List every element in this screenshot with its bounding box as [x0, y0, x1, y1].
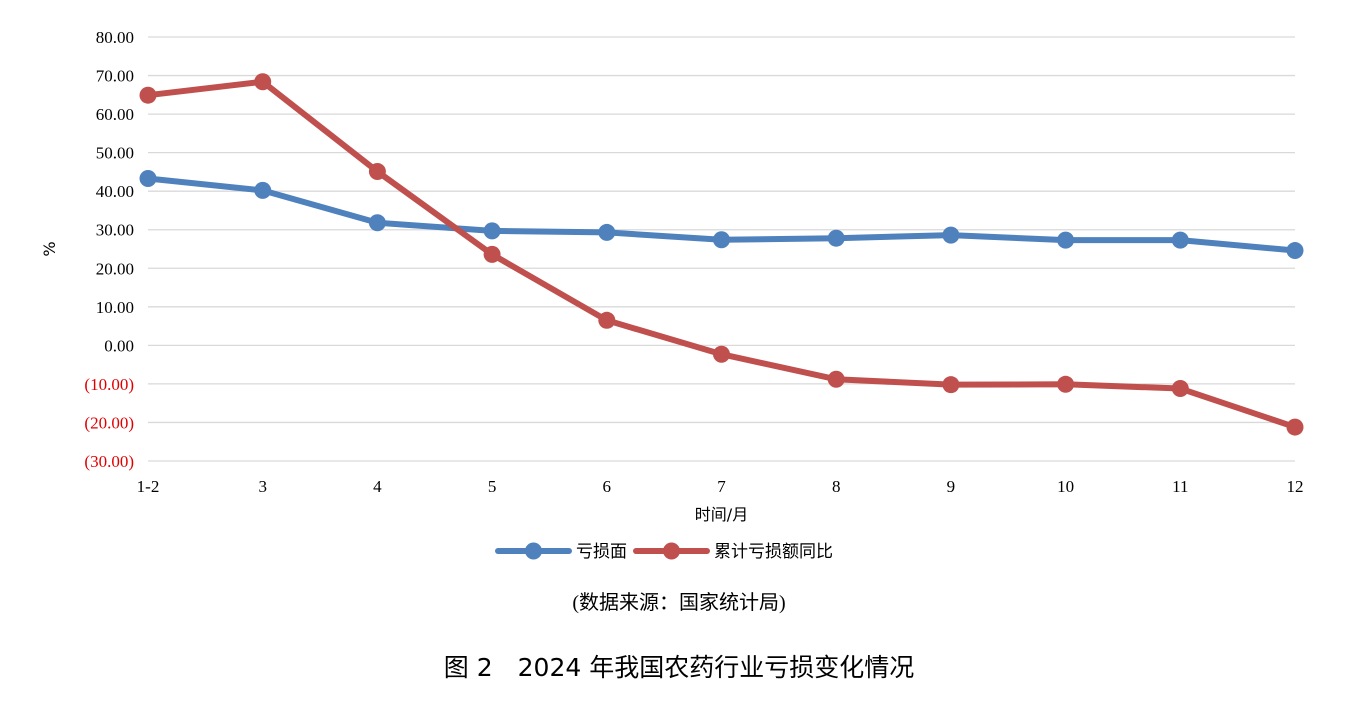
data-point — [1171, 380, 1189, 398]
legend-marker — [663, 542, 680, 560]
data-point — [598, 311, 616, 329]
y-tick-label: (10.00) — [84, 375, 134, 394]
data-point — [942, 226, 960, 244]
series-line — [145, 78, 1298, 431]
series-layer — [139, 73, 1304, 436]
data-point — [942, 376, 960, 394]
legend-label: 累计亏损额同比 — [714, 542, 833, 562]
y-tick-label: 10.00 — [96, 298, 134, 317]
figure-caption: 图 2 2024 年我国农药行业亏损变化情况 — [443, 653, 915, 682]
data-point — [254, 73, 272, 91]
data-point — [483, 222, 501, 240]
data-point — [1286, 418, 1304, 436]
data-point — [368, 214, 386, 232]
legend-label: 亏损面 — [576, 542, 627, 562]
x-tick-label: 3 — [258, 477, 267, 496]
legend-marker — [525, 542, 542, 560]
y-tick-label: 30.00 — [96, 221, 134, 240]
x-tick-label: 5 — [488, 477, 497, 496]
x-axis-title: 时间/月 — [695, 505, 748, 524]
x-tick-label: 9 — [947, 477, 956, 496]
source-note: (数据来源：国家统计局) — [572, 592, 786, 614]
y-tick-label: (30.00) — [84, 452, 134, 471]
y-tick-label: 80.00 — [96, 28, 134, 47]
data-point — [598, 223, 616, 241]
y-tick-label: 20.00 — [96, 259, 134, 278]
data-point — [139, 169, 157, 187]
y-tick-label: 70.00 — [96, 67, 134, 86]
x-tick-label: 8 — [832, 477, 841, 496]
x-tick-label: 11 — [1172, 477, 1188, 496]
data-point — [139, 86, 157, 104]
x-tick-label: 7 — [717, 477, 726, 496]
gridlines — [148, 36, 1295, 462]
y-tick-label: 40.00 — [96, 182, 134, 201]
y-tick-labels: 80.00 70.00 60.00 50.00 40.00 30.00 20.00 10.00… — [84, 28, 134, 471]
data-point — [1057, 375, 1075, 393]
legend-item: 累计亏损额同比 — [633, 542, 833, 562]
x-tick-label: 6 — [603, 477, 612, 496]
data-point — [827, 229, 845, 247]
data-point — [1171, 231, 1189, 249]
line-chart: 80.0070.0060.0050.0040.0030.0020.0010.00… — [40, 28, 1304, 562]
y-tick-label: 0.00 — [104, 336, 134, 355]
x-tick-label: 10 — [1057, 477, 1074, 496]
data-point — [1057, 231, 1075, 249]
data-point — [1286, 242, 1304, 260]
x-tick-label: 4 — [373, 477, 382, 496]
x-tick-label: 1-2 — [137, 477, 160, 496]
y-tick-label: (20.00) — [84, 413, 134, 432]
x-tick-labels: 1-2 3 4 5 6 7 8 9 10 11 12 — [137, 477, 1304, 496]
y-tick-label: 60.00 — [96, 105, 134, 124]
data-point — [368, 163, 386, 181]
y-axis-title: % — [40, 241, 59, 256]
y-tick-label: 50.00 — [96, 144, 134, 163]
legend: 亏损面 累计亏损额同比 — [495, 542, 833, 562]
series-1 — [139, 169, 1304, 260]
data-point — [713, 345, 730, 363]
x-tick-label: 12 — [1287, 477, 1304, 496]
data-point — [483, 245, 501, 263]
data-point — [254, 181, 272, 199]
data-point — [827, 370, 845, 388]
legend-item: 亏损面 — [495, 542, 627, 562]
series-2 — [139, 73, 1304, 436]
data-point — [713, 231, 730, 249]
